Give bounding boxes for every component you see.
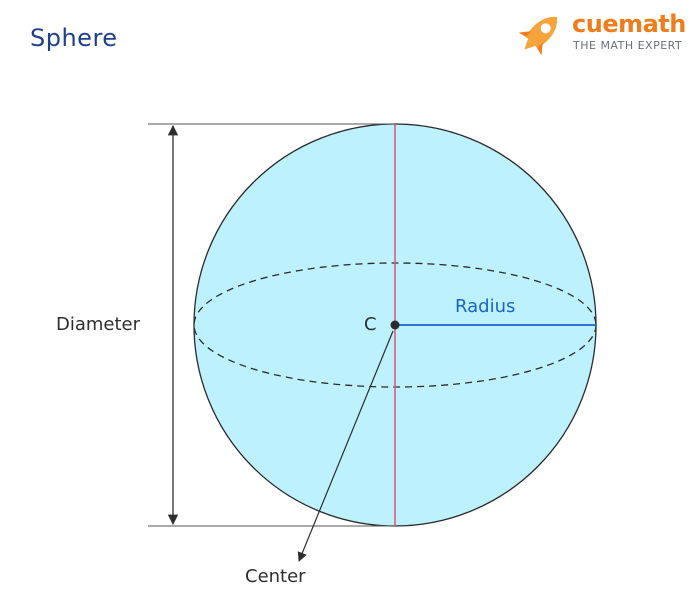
center-point-label: C — [364, 314, 377, 335]
rocket-icon — [518, 16, 558, 56]
center-dot — [390, 320, 400, 330]
center-label: Center — [245, 566, 306, 587]
center-pointer-arrow — [297, 330, 394, 562]
brand-tagline: THE MATH EXPERT — [573, 39, 683, 52]
diameter-label: Diameter — [56, 314, 141, 335]
cuemath-logo: cuemath THE MATH EXPERT — [510, 8, 686, 60]
radius-label: Radius — [455, 296, 516, 317]
page-title: Sphere — [30, 24, 118, 52]
brand-name: cuemath — [572, 10, 686, 38]
